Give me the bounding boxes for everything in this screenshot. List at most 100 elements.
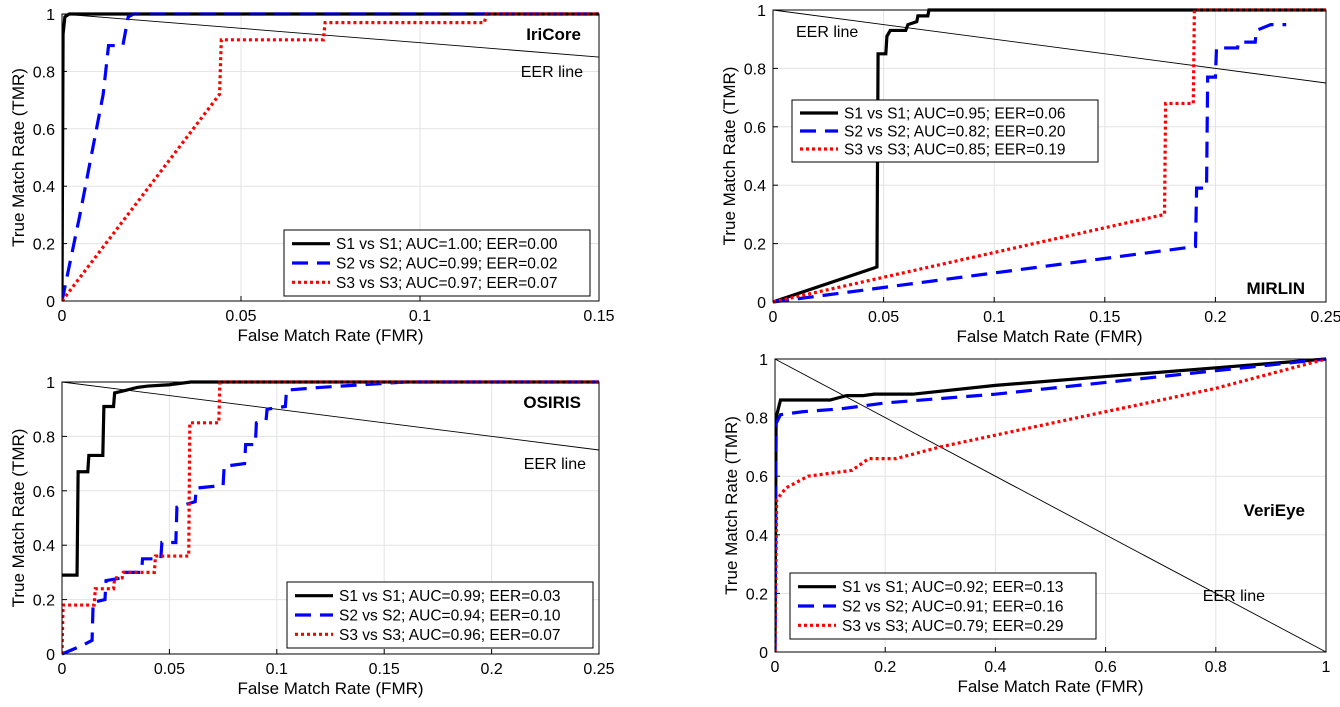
panel-title: IriCore [526,25,581,44]
x-tick-label: 0.2 [874,659,896,676]
x-tick-label: 0.05 [868,309,899,326]
y-tick-label: 0.8 [746,411,768,428]
x-tick-label: 0.15 [583,308,614,325]
panel-title: OSIRIS [523,393,581,412]
y-tick-label: 0.4 [33,538,55,555]
roc-curve-s2 [773,23,1287,304]
legend-box [791,99,1099,163]
axes-box [772,9,1327,303]
x-tick-label: 0.4 [984,659,1006,676]
roc-curve-s3 [775,357,1326,653]
y-tick-label: 0.6 [33,122,55,139]
axes-box [61,13,600,302]
eer-line [62,13,599,58]
y-tick-label: 0.8 [33,429,55,446]
roc-curve-s3 [62,380,599,655]
eer-line-label: EER line [796,24,858,41]
legend-entry-s1: S1 vs S1; AUC=0.95; EER=0.06 [844,106,1065,123]
x-tick-label: 0.8 [1205,659,1227,676]
roc-curve-s3 [62,12,599,302]
x-tick-label: 0.2 [480,661,502,678]
x-tick-label: 1 [1322,659,1331,676]
y-axis-label: True Match Rate (TMR) [9,68,28,247]
y-tick-label: 0 [757,295,766,312]
roc-curve-s2 [62,380,599,656]
x-tick-label: 0.15 [369,661,400,678]
axes-box [61,381,600,655]
y-tick-label: 1 [46,375,55,392]
y-tick-label: 0.2 [33,593,55,610]
x-tick-label: 0 [769,309,778,326]
legend-entry-s3: S3 vs S3; AUC=0.85; EER=0.19 [844,142,1065,159]
x-tick-label: 0 [58,308,67,325]
legend: S1 vs S1; AUC=0.99; EER=0.03 S2 vs S2; AU… [286,581,594,649]
legend-entry-s2: S2 vs S2; AUC=0.82; EER=0.20 [844,124,1066,141]
y-axis-label: True Match Rate (TMR) [722,416,741,595]
y-tick-label: 1 [757,3,766,20]
eer-line [62,381,599,451]
eer-line-label: EER line [1203,588,1265,605]
roc-panel-osiris: 0 0.05 0.1 0.15 0.2 0.25 0 0.2 0.4 0.6 0.8 1 False M… [9,375,615,698]
x-tick-label: 0.05 [225,308,256,325]
legend-entry-s1: S1 vs S1; AUC=1.00; EER=0.00 [336,236,558,253]
x-tick-label: 0 [771,659,780,676]
y-tick-label: 0 [46,294,55,311]
y-tick-label: 0.6 [746,469,768,486]
eer-line-label: EER line [524,456,586,473]
y-tick-label: 0.8 [744,61,766,78]
y-tick-label: 0.8 [33,64,55,81]
legend-entry-s2: S2 vs S2; AUC=0.91; EER=0.16 [842,599,1063,616]
x-tick-label: 0.25 [583,661,614,678]
eer-line [773,9,1326,84]
eer-line [775,358,1326,653]
y-tick-label: 1 [759,352,768,369]
x-tick-label: 0.25 [1310,309,1340,326]
y-tick-label: 0.2 [746,586,768,603]
legend-entry-s3: S3 vs S3; AUC=0.79; EER=0.29 [842,618,1063,635]
x-tick-label: 0 [58,661,67,678]
legend: S1 vs S1; AUC=1.00; EER=0.00 S2 vs S2; AU… [283,229,591,297]
x-axis-label: False Match Rate (FMR) [956,327,1142,346]
legend-entry-s1: S1 vs S1; AUC=0.99; EER=0.03 [339,588,560,605]
legend-entry-s3: S3 vs S3; AUC=0.96; EER=0.07 [339,627,560,644]
x-axis-label: False Match Rate (FMR) [237,326,423,345]
y-tick-label: 0 [759,645,768,662]
y-tick-label: 0.4 [33,179,55,196]
x-tick-label: 0.1 [983,309,1005,326]
eer-line-label: EER line [521,64,583,81]
x-axis-label: False Match Rate (FMR) [237,679,423,698]
panel-title: MIRLIN [1246,279,1305,298]
x-tick-label: 0.1 [409,308,431,325]
axes-box [774,358,1327,653]
x-tick-label: 0.15 [1089,309,1120,326]
legend: S1 vs S1; AUC=0.92; EER=0.13 S2 vs S2; AU… [789,572,1097,640]
roc-curve-s1 [773,8,1326,304]
y-tick-label: 0.4 [744,178,766,195]
y-tick-label: 0 [46,647,55,664]
roc-curve-s2 [775,357,1326,653]
legend-entry-s2: S2 vs S2; AUC=0.94; EER=0.10 [339,608,561,625]
y-tick-label: 1 [46,7,55,24]
x-tick-label: 0.2 [1204,309,1226,326]
x-axis-label: False Match Rate (FMR) [957,677,1143,696]
x-tick-label: 0.05 [154,661,185,678]
panel-title: VeriEye [1244,501,1305,520]
legend-box [286,581,594,649]
legend-entry-s1: S1 vs S1; AUC=0.92; EER=0.13 [842,579,1063,596]
roc-panel-iricore: 0 0.05 0.1 0.15 0 0.2 0.4 0.6 0.8 1 False Match Ra… [9,7,615,345]
y-tick-label: 0.2 [33,237,55,254]
y-tick-label: 0.4 [746,528,768,545]
y-axis-label: True Match Rate (TMR) [720,67,739,246]
y-tick-label: 0.6 [744,120,766,137]
legend-box [283,229,591,297]
roc-panel-mirlin: 0 0.05 0.1 0.15 0.2 0.25 0 0.2 0.4 0.6 0.8 1 False M… [720,3,1340,346]
y-axis-label: True Match Rate (TMR) [9,429,28,608]
roc-panel-verieye: 0 0.2 0.4 0.6 0.8 1 0 0.2 0.4 0.6 0.8 1 False Match … [722,352,1331,696]
x-tick-label: 0.1 [266,661,288,678]
legend-entry-s2: S2 vs S2; AUC=0.99; EER=0.02 [336,256,557,273]
y-tick-label: 0.2 [744,237,766,254]
legend-box [789,572,1097,640]
